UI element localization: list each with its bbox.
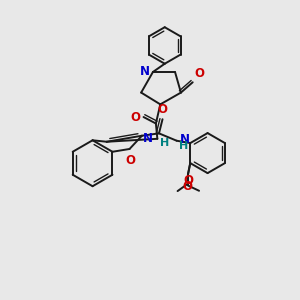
Text: N: N: [140, 65, 149, 78]
Text: O: O: [182, 180, 192, 193]
Text: O: O: [158, 103, 167, 116]
Text: O: O: [130, 110, 141, 124]
Text: O: O: [125, 154, 135, 167]
Text: H: H: [160, 138, 169, 148]
Text: O: O: [194, 67, 204, 80]
Text: O: O: [183, 174, 193, 187]
Text: H: H: [179, 141, 188, 151]
Text: N: N: [180, 133, 190, 146]
Text: N: N: [143, 132, 153, 145]
